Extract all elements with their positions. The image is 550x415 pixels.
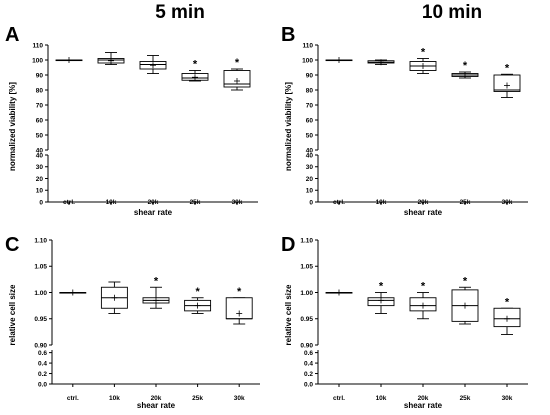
panel-b-significance-star: * <box>421 47 426 59</box>
panel-a-category-label: 25k <box>190 199 201 206</box>
panel-b-y-tick-label: 110 <box>303 42 314 49</box>
panel-d-y-tick-label: 0.0 <box>304 381 313 388</box>
panel-b-category-label: 30k <box>502 199 513 206</box>
panel-a-y-tick-label: 50 <box>36 132 44 139</box>
panel-d-y-axis-label: relative cell size <box>284 284 293 345</box>
panel-d-y-tick-label: 0.95 <box>300 316 313 323</box>
panel-d-significance-star: * <box>421 281 426 293</box>
panel-c-y-tick-label: 0.4 <box>38 360 47 367</box>
panel-a-category-label: 30k <box>232 199 243 206</box>
panel-c-category-label: 30k <box>234 395 245 402</box>
panel-d-y-tick-label: 1.05 <box>300 264 313 271</box>
panel-b-significance-star: * <box>463 60 468 72</box>
panel-a-y-tick-label: 0 <box>39 199 43 206</box>
panel-b-y-tick-label: 40 <box>306 147 314 154</box>
panel-a-category-label: ctrl. <box>63 199 75 206</box>
panel-c-x-axis-label: shear rate <box>137 401 176 410</box>
panel-d-y-tick-label: 0.4 <box>304 360 313 367</box>
panel-c-category-label: 20k <box>151 395 162 402</box>
panel-b-x-axis-label: shear rate <box>404 208 443 217</box>
panel-letter-d: D <box>281 234 296 256</box>
panel-b-y-tick-label: 70 <box>306 102 314 109</box>
column-title-10min: 10 min <box>421 2 483 23</box>
panel-d-x-axis-label: shear rate <box>404 401 443 410</box>
panel-a-category-label: 20k <box>148 199 159 206</box>
panel-b-category-label: ctrl. <box>333 199 345 206</box>
panel-c-y-tick-label: 1.05 <box>34 264 47 271</box>
panel-a-y-tick-label: 30 <box>36 164 44 171</box>
panel-a-y-axis-label: normalized viability [%] <box>8 82 17 171</box>
panel-b-category-label: 25k <box>460 199 471 206</box>
panel-a-category-label: 10k <box>106 199 117 206</box>
panel-a-y-tick-label: 20 <box>36 176 44 183</box>
panel-a-y-tick-label: 60 <box>36 117 44 124</box>
panel-a-y-tick-label: 40 <box>36 147 44 154</box>
panel-letter-c: C <box>5 234 20 256</box>
panel-b-y-tick-label: 20 <box>306 176 314 183</box>
panel-d-category-label: 25k <box>460 395 471 402</box>
column-title-5min: 5 min <box>155 2 205 23</box>
panel-letter-b: B <box>281 24 296 46</box>
panel-c-y-tick-label: 0.95 <box>34 316 47 323</box>
panel-c-y-tick-label: 0.2 <box>38 371 47 378</box>
panel-d-category-label: ctrl. <box>333 395 345 402</box>
panel-d-y-tick-label: 1.00 <box>300 290 313 297</box>
panel-b-y-tick-label: 0 <box>309 199 313 206</box>
panel-d-y-tick-label: 0.2 <box>304 371 313 378</box>
panel-b-significance-star: * <box>505 62 510 74</box>
panel-a-y-tick-label: 110 <box>33 42 44 49</box>
panel-d-significance-star: * <box>463 275 468 287</box>
panel-c-y-axis-label: relative cell size <box>8 284 17 345</box>
panel-d-category-label: 20k <box>418 395 429 402</box>
panel-c-y-tick-label: 0.6 <box>38 350 47 357</box>
panel-b-category-label: 10k <box>376 199 387 206</box>
panel-c-category-label: 10k <box>109 395 120 402</box>
panel-c-category-label: ctrl. <box>67 395 79 402</box>
panel-d-y-tick-label: 1.10 <box>300 237 313 244</box>
panel-a-significance-star: * <box>235 57 240 69</box>
panel-b-category-label: 20k <box>418 199 429 206</box>
panel-a-significance-star: * <box>193 59 198 71</box>
panel-d-category-label: 10k <box>376 395 387 402</box>
panel-c-y-tick-label: 0.90 <box>34 342 47 349</box>
panel-b-y-tick-label: 60 <box>306 117 314 124</box>
panel-c-y-tick-label: 1.10 <box>34 237 47 244</box>
panel-b-y-tick-label: 40 <box>306 152 314 159</box>
panel-b-y-tick-label: 30 <box>306 164 314 171</box>
panel-d-significance-star: * <box>505 296 510 308</box>
panel-a-y-tick-label: 10 <box>36 188 44 195</box>
panel-b-y-tick-label: 10 <box>306 188 314 195</box>
panel-b-y-tick-label: 50 <box>306 132 314 139</box>
panel-d-significance-star: * <box>379 281 384 293</box>
panel-a-y-tick-label: 40 <box>36 152 44 159</box>
panel-c-y-tick-label: 0.0 <box>38 381 47 388</box>
panel-a-x-axis-label: shear rate <box>134 208 173 217</box>
panel-a-y-tick-label: 90 <box>36 72 44 79</box>
panel-b-y-tick-label: 100 <box>302 57 313 64</box>
panel-b-y-tick-label: 80 <box>306 87 314 94</box>
panel-c-significance-star: * <box>195 286 200 298</box>
panel-d-y-tick-label: 0.90 <box>300 342 313 349</box>
panel-d-category-label: 30k <box>502 395 513 402</box>
panel-a-y-tick-label: 70 <box>36 102 44 109</box>
panel-letter-a: A <box>5 24 20 46</box>
panel-d-y-tick-label: 0.6 <box>304 350 313 357</box>
panel-b-y-tick-label: 90 <box>306 72 314 79</box>
panel-c-y-tick-label: 1.00 <box>34 290 47 297</box>
panel-b-y-axis-label: normalized viability [%] <box>284 82 293 171</box>
panel-a-y-tick-label: 100 <box>32 57 43 64</box>
panel-c-category-label: 25k <box>192 395 203 402</box>
panel-c-significance-star: * <box>237 286 242 298</box>
panel-c-significance-star: * <box>154 275 159 287</box>
panel-a-y-tick-label: 80 <box>36 87 44 94</box>
